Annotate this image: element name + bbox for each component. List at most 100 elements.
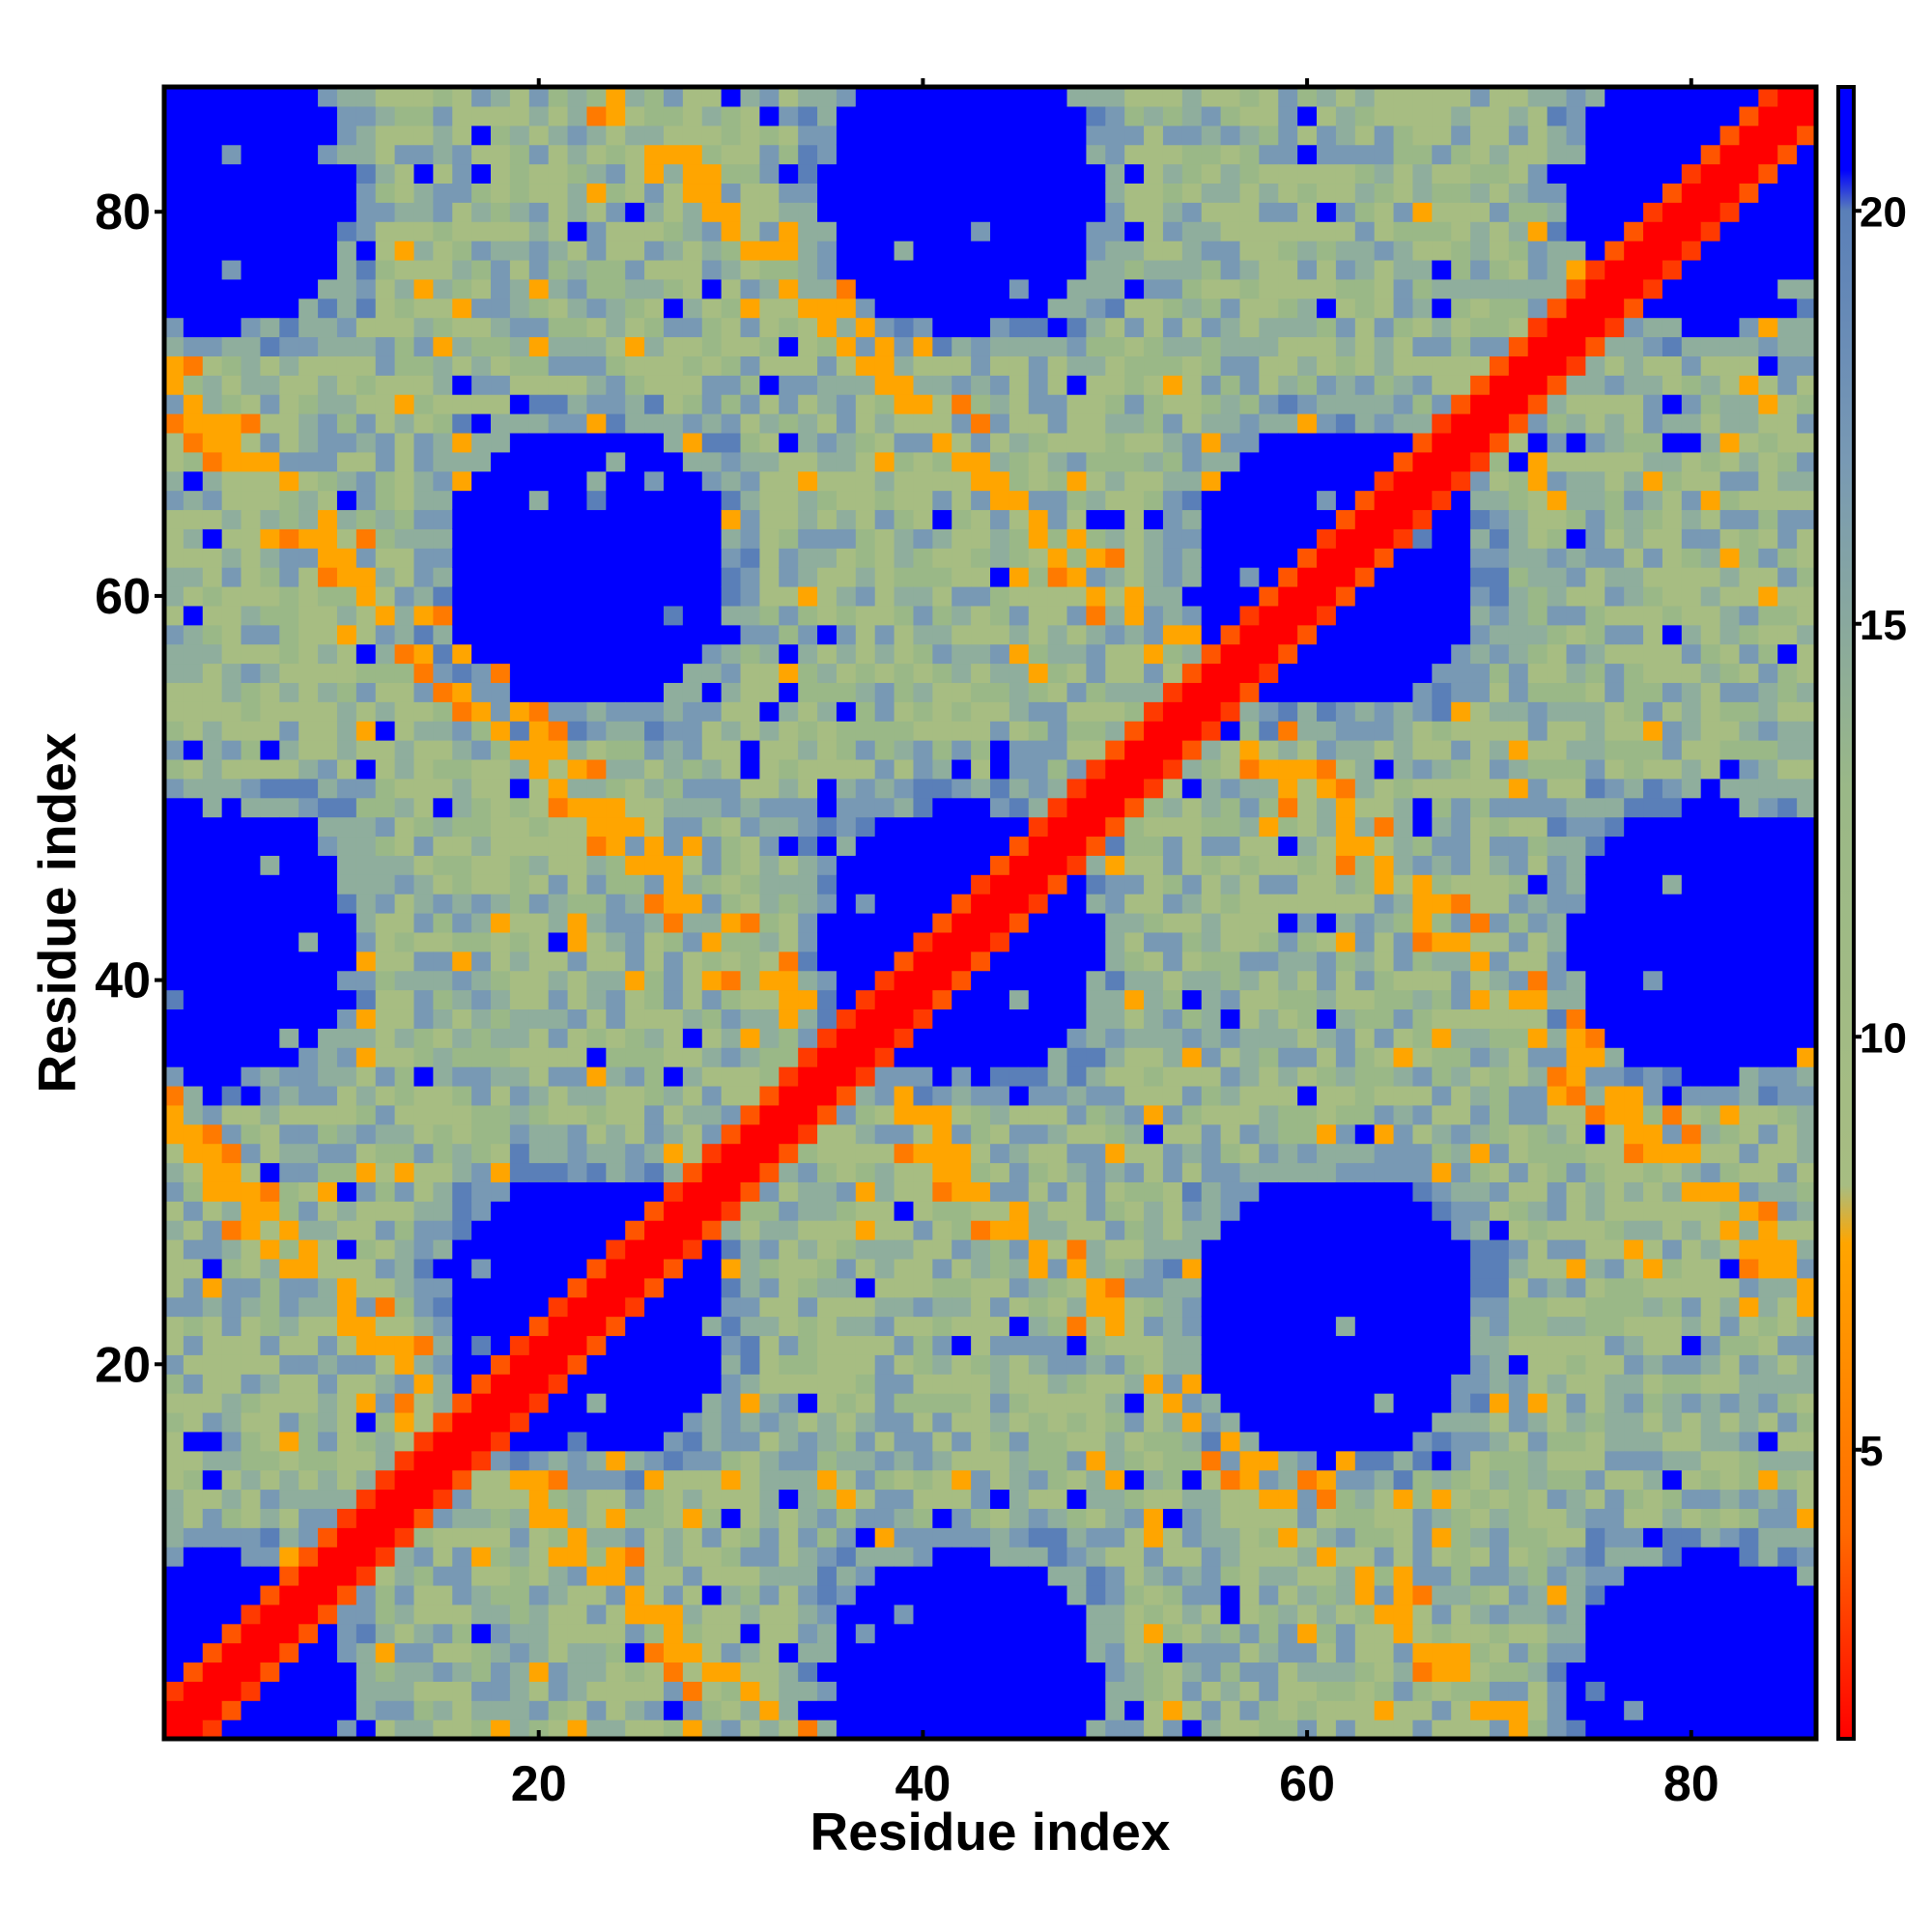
- heatmap-cell: [413, 1009, 434, 1029]
- heatmap-cell: [471, 355, 492, 376]
- heatmap-cell: [260, 1450, 280, 1471]
- heatmap-cell: [855, 797, 876, 818]
- heatmap-cell: [202, 1296, 223, 1318]
- heatmap-cell: [817, 528, 838, 549]
- heatmap-cell: [413, 317, 434, 338]
- heatmap-cell: [913, 1162, 933, 1182]
- heatmap-cell: [413, 1566, 434, 1586]
- heatmap-cell: [1162, 1604, 1183, 1625]
- heatmap-cell: [1239, 797, 1260, 818]
- heatmap-cell: [1105, 1547, 1125, 1567]
- heatmap-cell: [894, 1623, 915, 1644]
- heatmap-cell: [318, 836, 338, 856]
- heatmap-cell: [894, 1028, 915, 1048]
- heatmap-cell: [798, 682, 818, 702]
- heatmap-cell: [1066, 855, 1088, 875]
- heatmap-cell: [509, 567, 530, 587]
- heatmap-cell: [355, 1450, 377, 1471]
- heatmap-cell: [298, 1335, 319, 1355]
- heatmap-cell: [855, 1508, 876, 1528]
- heatmap-cell: [355, 913, 377, 933]
- heatmap-cell: [567, 663, 588, 683]
- heatmap-cell: [1047, 1547, 1068, 1567]
- heatmap-cell: [644, 144, 665, 165]
- heatmap-cell: [1047, 144, 1068, 165]
- heatmap-cell: [491, 605, 511, 626]
- heatmap-cell: [759, 1700, 780, 1720]
- heatmap-cell: [1028, 970, 1049, 991]
- heatmap-cell: [1066, 1584, 1088, 1605]
- heatmap-cell: [701, 894, 723, 914]
- heatmap-cell: [260, 1239, 280, 1260]
- heatmap-cell: [1239, 183, 1260, 203]
- heatmap-cell: [452, 1547, 472, 1567]
- heatmap-cell: [836, 1162, 857, 1182]
- heatmap-cell: [528, 1642, 550, 1663]
- heatmap-cell: [779, 1123, 799, 1145]
- heatmap-cell: [779, 567, 799, 587]
- heatmap-cell: [721, 144, 742, 165]
- heatmap-cell: [1066, 1258, 1088, 1279]
- heatmap-cell: [952, 1719, 972, 1740]
- heatmap-cell: [318, 721, 338, 741]
- heatmap-cell: [1144, 1123, 1164, 1145]
- heatmap-cell: [336, 1584, 357, 1605]
- heatmap-cell: [663, 355, 684, 376]
- heatmap-cell: [375, 336, 396, 356]
- heatmap-cell: [1086, 1604, 1106, 1625]
- heatmap-cell: [913, 1316, 933, 1337]
- heatmap-cell: [394, 1527, 415, 1548]
- heatmap-cell: [1086, 87, 1106, 107]
- heatmap-cell: [336, 970, 357, 991]
- heatmap-cell: [318, 1239, 338, 1260]
- heatmap-cell: [471, 278, 492, 299]
- heatmap-cell: [452, 624, 472, 645]
- heatmap-cell: [183, 778, 204, 799]
- heatmap-cell: [1086, 528, 1106, 549]
- heatmap-cell: [509, 1450, 530, 1471]
- heatmap-cell: [336, 1162, 357, 1182]
- heatmap-cell: [1278, 1623, 1298, 1644]
- heatmap-cell: [202, 1489, 223, 1509]
- heatmap-cell: [355, 375, 377, 395]
- heatmap-cell: [586, 1181, 607, 1202]
- heatmap-cell: [586, 394, 607, 414]
- heatmap-cell: [355, 509, 377, 529]
- heatmap-cell: [874, 1547, 895, 1567]
- heatmap-cell: [355, 682, 377, 702]
- heatmap-cell: [836, 528, 857, 549]
- heatmap-cell: [1162, 1316, 1183, 1337]
- heatmap-cell: [1181, 758, 1203, 780]
- heatmap-cell: [221, 1085, 242, 1106]
- heatmap-cell: [548, 87, 569, 107]
- heatmap-cell: [779, 855, 799, 875]
- heatmap-cell: [221, 336, 242, 356]
- heatmap-cell: [491, 1104, 511, 1125]
- heatmap-cell: [759, 1143, 780, 1164]
- heatmap-cell: [413, 259, 434, 280]
- heatmap-cell: [663, 816, 684, 838]
- heatmap-cell: [644, 1623, 665, 1644]
- heatmap-cell: [990, 643, 1010, 665]
- heatmap-cell: [759, 278, 780, 299]
- heatmap-cell: [1009, 278, 1030, 299]
- heatmap-cell: [241, 1374, 262, 1394]
- heatmap-cell: [1220, 951, 1241, 972]
- heatmap-cell: [1239, 1143, 1260, 1164]
- heatmap-cell: [298, 509, 319, 529]
- heatmap-cell: [509, 1354, 530, 1375]
- heatmap-cell: [701, 1220, 723, 1240]
- heatmap-cell: [874, 989, 895, 1010]
- heatmap-cell: [952, 951, 972, 972]
- heatmap-cell: [548, 1277, 569, 1298]
- heatmap-cell: [164, 1469, 185, 1491]
- heatmap-cells: [164, 87, 1817, 1740]
- heatmap-cell: [336, 1047, 357, 1067]
- heatmap-cell: [318, 259, 338, 280]
- heatmap-cell: [355, 413, 377, 434]
- heatmap-cell: [1009, 1296, 1030, 1318]
- heatmap-cell: [1259, 413, 1279, 434]
- heatmap-cell: [509, 894, 530, 914]
- heatmap-cell: [452, 470, 472, 492]
- heatmap-cell: [567, 913, 588, 933]
